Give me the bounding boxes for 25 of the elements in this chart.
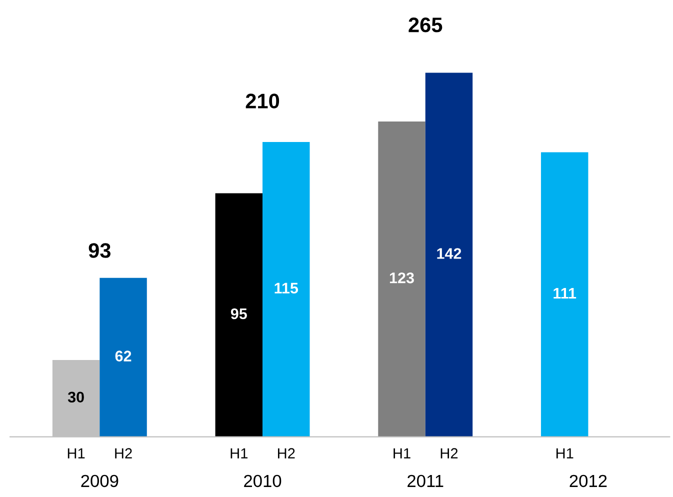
- series-label: H1: [68, 448, 85, 458]
- bar: [215, 193, 263, 437]
- x-tick-label: 2010: [244, 474, 282, 488]
- bar: [100, 278, 147, 437]
- text: H2: [278, 448, 295, 458]
- x-tick-label: 2011: [408, 474, 444, 488]
- x-tick-label: 2012: [570, 474, 607, 488]
- bar: [425, 72, 473, 437]
- text: H1: [394, 448, 410, 458]
- data-label: 111: [554, 288, 576, 299]
- bar: [378, 122, 426, 437]
- total-label: 265: [408, 18, 442, 32]
- text: H2: [440, 448, 458, 458]
- total-label: 93: [88, 243, 110, 258]
- data-label: 115: [274, 282, 298, 294]
- text: H1: [230, 448, 248, 458]
- data-label: 95: [230, 308, 247, 320]
- data-label: 123: [390, 272, 414, 284]
- total-label: 210: [246, 94, 280, 108]
- data-label: 30: [68, 392, 84, 403]
- data-label: 142: [437, 248, 462, 259]
- text: H1: [556, 448, 574, 458]
- data-label: 62: [115, 350, 132, 362]
- series-label: H2: [115, 448, 132, 458]
- x-tick-label: 2009: [81, 474, 118, 488]
